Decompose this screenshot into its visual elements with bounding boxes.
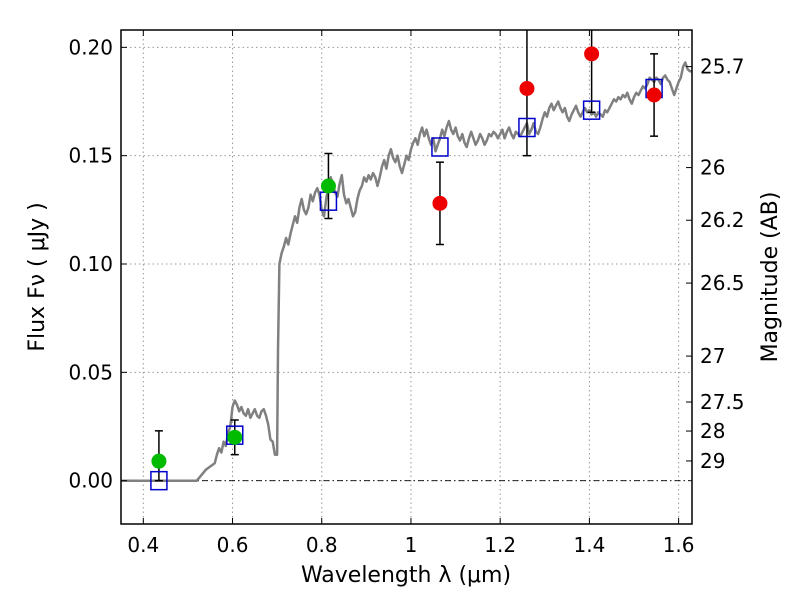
grid-layer <box>121 30 692 524</box>
mag-tick-label: 29 <box>700 449 725 473</box>
y-tick-label: 0.00 <box>68 469 113 493</box>
nir-data-point <box>584 46 600 62</box>
y-tick-label: 0.15 <box>68 144 113 168</box>
model-spectrum-layer <box>121 61 692 482</box>
y-tick-label: 0.05 <box>68 360 113 384</box>
plot-frame <box>120 29 693 525</box>
nir-data-point <box>432 195 448 211</box>
nir-data-point <box>519 81 535 96</box>
y-tick-label: 0.10 <box>68 252 113 276</box>
y-axis-label: Flux Fν ( μJy ) <box>25 202 50 351</box>
optical-data-point <box>320 178 336 194</box>
mag-tick-label: 28 <box>700 419 725 443</box>
nir-data-point <box>646 87 662 103</box>
mag-tick-label: 26.5 <box>700 271 745 295</box>
mag-tick-label: 27 <box>700 344 725 368</box>
marker-layer <box>150 46 663 491</box>
mag-tick-label: 26 <box>700 156 725 180</box>
tick-layer: 0.4 0.6 0.8 1 1.2 1.4 1.6 0.00 0.05 0.10 0.15 0.20 2… <box>68 30 745 557</box>
filter-model-square <box>431 137 449 157</box>
right-axis-label: Magnitude (AB) <box>758 192 783 363</box>
x-tick-label: 0.4 <box>127 533 159 557</box>
y-tick-label: 0.20 <box>68 35 113 59</box>
filter-model-square <box>150 470 168 491</box>
x-tick-label: 1.4 <box>573 533 605 557</box>
x-tick-label: 0.8 <box>306 533 338 557</box>
x-tick-label: 1.6 <box>663 533 695 557</box>
filter-model-square <box>582 100 601 120</box>
optical-data-point <box>151 453 167 469</box>
x-axis-label: Wavelength λ (μm) <box>301 563 511 588</box>
mag-tick-label: 25.7 <box>700 55 745 79</box>
optical-data-point <box>227 429 243 445</box>
x-tick-label: 1 <box>405 533 418 557</box>
mag-tick-label: 27.5 <box>700 390 745 414</box>
x-tick-label: 0.6 <box>217 533 249 557</box>
filter-model-square <box>518 117 536 138</box>
errorbar-layer <box>154 30 659 482</box>
x-tick-label: 1.2 <box>484 533 516 557</box>
mag-tick-label: 26.2 <box>700 208 745 232</box>
model-spectrum-line <box>121 61 692 482</box>
